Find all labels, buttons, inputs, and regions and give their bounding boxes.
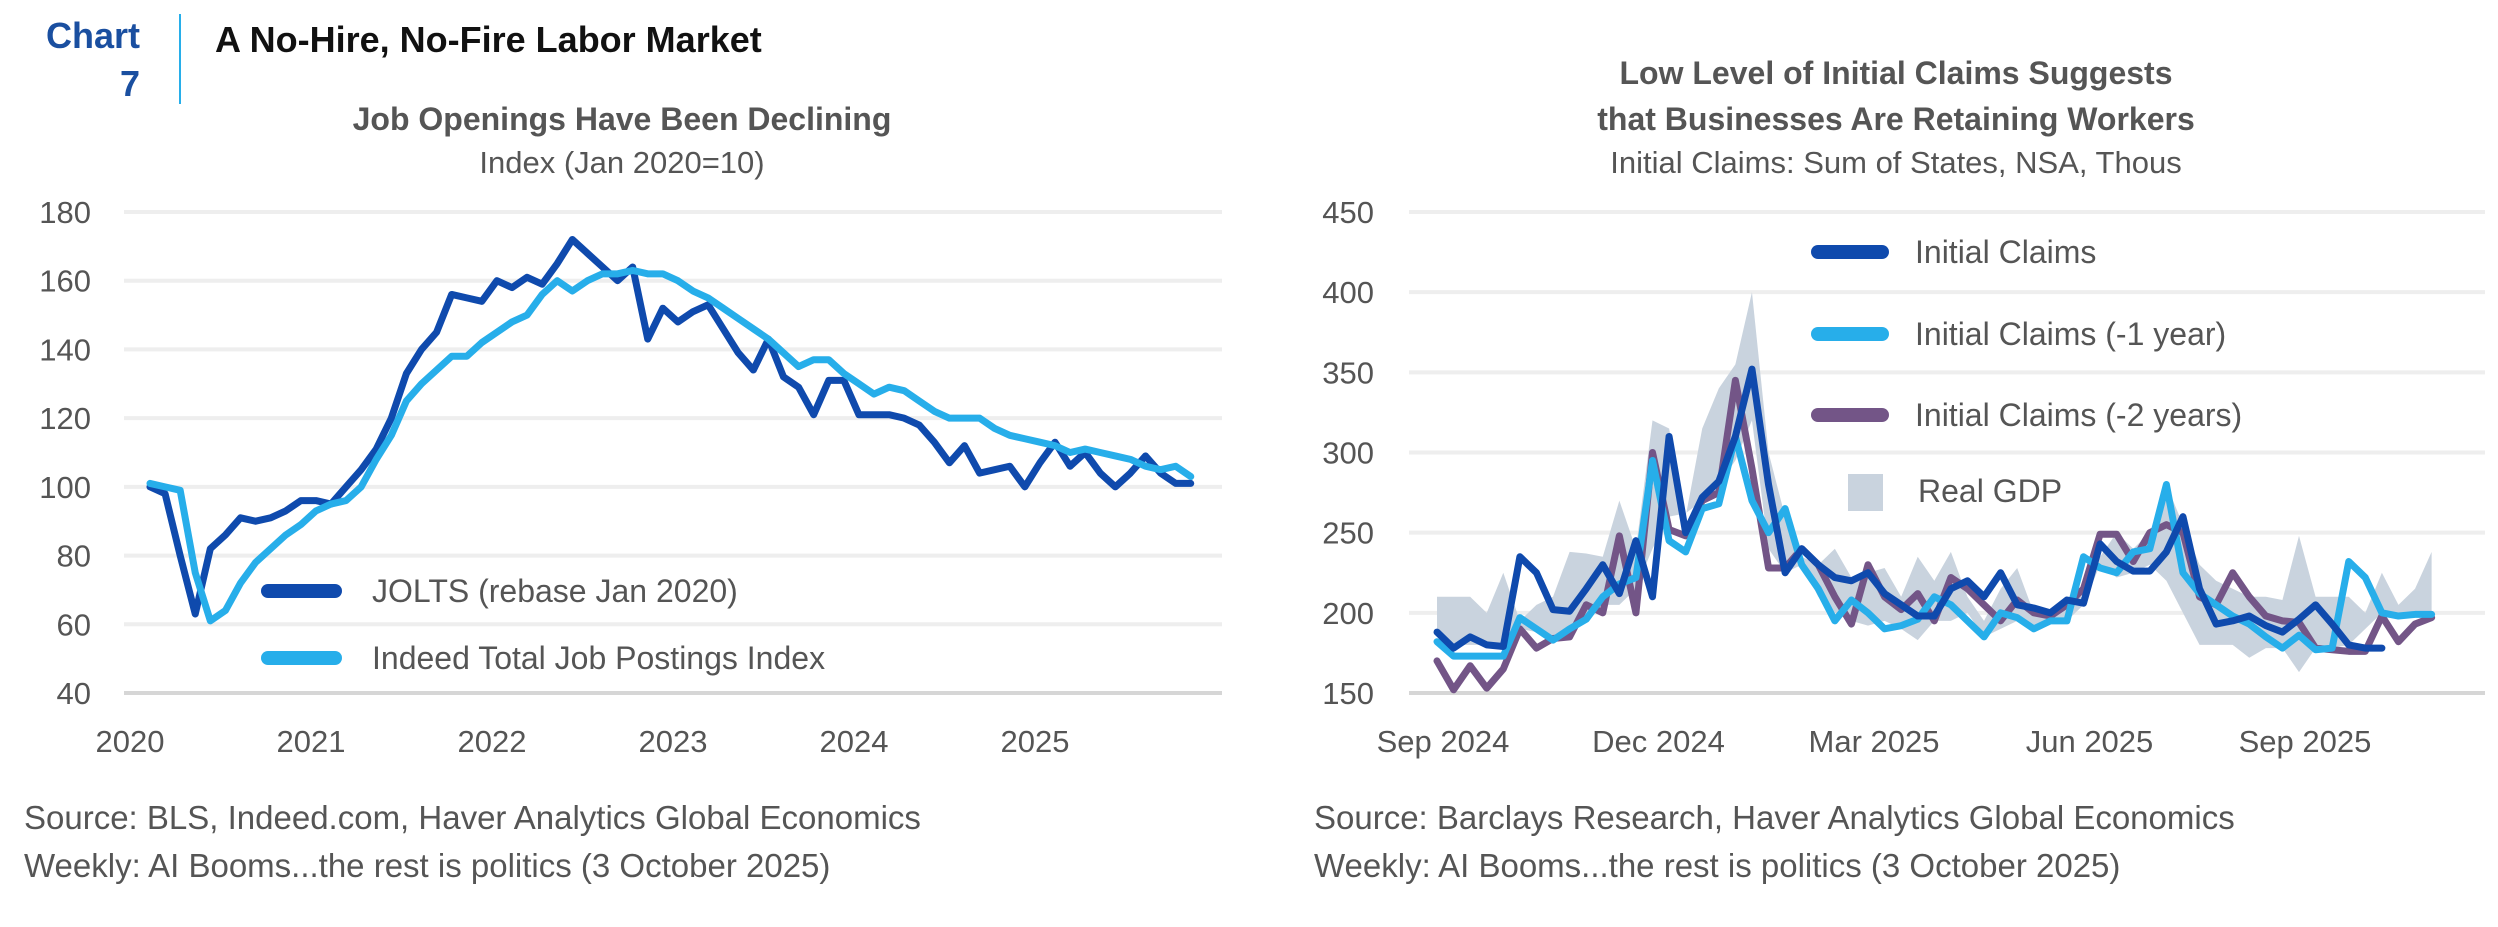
- y-tick-label: 160: [39, 264, 91, 299]
- y-tick-label: 400: [1322, 275, 1374, 310]
- left-chart-title: Job Openings Have Been Declining: [353, 101, 892, 137]
- x-tick-label: 2021: [277, 724, 346, 759]
- legend-label-claims-2y: Initial Claims (-2 years): [1915, 397, 2242, 433]
- right-source: Source: Barclays Research, Haver Analyti…: [1314, 799, 2235, 836]
- left-legend: JOLTS (rebase Jan 2020) Indeed Total Job…: [261, 573, 825, 676]
- legend-label-gdp: Real GDP: [1918, 473, 2062, 509]
- x-tick-label: 2025: [1001, 724, 1070, 759]
- right-chart-subtitle: Initial Claims: Sum of States, NSA, Thou…: [1610, 145, 2181, 180]
- left-chart-subtitle: Index (Jan 2020=10): [479, 145, 764, 180]
- figure-title: A No-Hire, No-Fire Labor Market: [215, 19, 762, 60]
- y-tick-label: 80: [57, 539, 91, 574]
- y-tick-label: 60: [57, 607, 91, 642]
- left-note: Weekly: AI Booms...the rest is politics …: [24, 847, 830, 884]
- x-tick-label: 2023: [639, 724, 708, 759]
- x-tick-label: Sep 2025: [2239, 724, 2372, 759]
- chart-label: Chart: [46, 15, 140, 56]
- right-chart-title-line2: that Businesses Are Retaining Workers: [1597, 101, 2195, 137]
- left-source: Source: BLS, Indeed.com, Haver Analytics…: [24, 799, 921, 836]
- x-tick-label: 2022: [458, 724, 527, 759]
- y-tick-label: 300: [1322, 436, 1374, 471]
- legend-label-jolts: JOLTS (rebase Jan 2020): [372, 573, 738, 609]
- y-tick-label: 40: [57, 676, 91, 711]
- y-tick-label: 150: [1322, 676, 1374, 711]
- legend-label-indeed: Indeed Total Job Postings Index: [372, 640, 825, 676]
- y-tick-label: 450: [1322, 195, 1374, 230]
- x-tick-label: 2020: [96, 724, 165, 759]
- initial-claims-1y-line: [1433, 432, 2436, 660]
- x-tick-label: 2024: [820, 724, 889, 759]
- initial-claims-line: [1433, 365, 2386, 652]
- y-tick-label: 250: [1322, 516, 1374, 551]
- legend-label-claims: Initial Claims: [1915, 234, 2096, 270]
- x-tick-label: Sep 2024: [1377, 724, 1510, 759]
- x-tick-label: Mar 2025: [1809, 724, 1940, 759]
- y-tick-label: 120: [39, 401, 91, 436]
- legend-swatch-gdp: [1848, 474, 1883, 511]
- chart-number: 7: [120, 63, 140, 104]
- y-tick-label: 100: [39, 470, 91, 505]
- y-tick-label: 200: [1322, 596, 1374, 631]
- y-tick-label: 180: [39, 195, 91, 230]
- y-tick-label: 140: [39, 332, 91, 367]
- right-chart-title: Low Level of Initial Claims Suggests: [1620, 55, 2173, 91]
- legend-label-claims-1y: Initial Claims (-1 year): [1915, 316, 2226, 352]
- y-tick-label: 350: [1322, 355, 1374, 390]
- right-note: Weekly: AI Booms...the rest is politics …: [1314, 847, 2120, 884]
- right-legend: Initial Claims Initial Claims (-1 year) …: [1811, 234, 2242, 511]
- initial-claims-2y-line: [1433, 376, 2436, 694]
- indeed-line: [146, 266, 1195, 625]
- jolts-line: [146, 235, 1195, 618]
- x-tick-label: Jun 2025: [2026, 724, 2154, 759]
- x-tick-label: Dec 2024: [1592, 724, 1725, 759]
